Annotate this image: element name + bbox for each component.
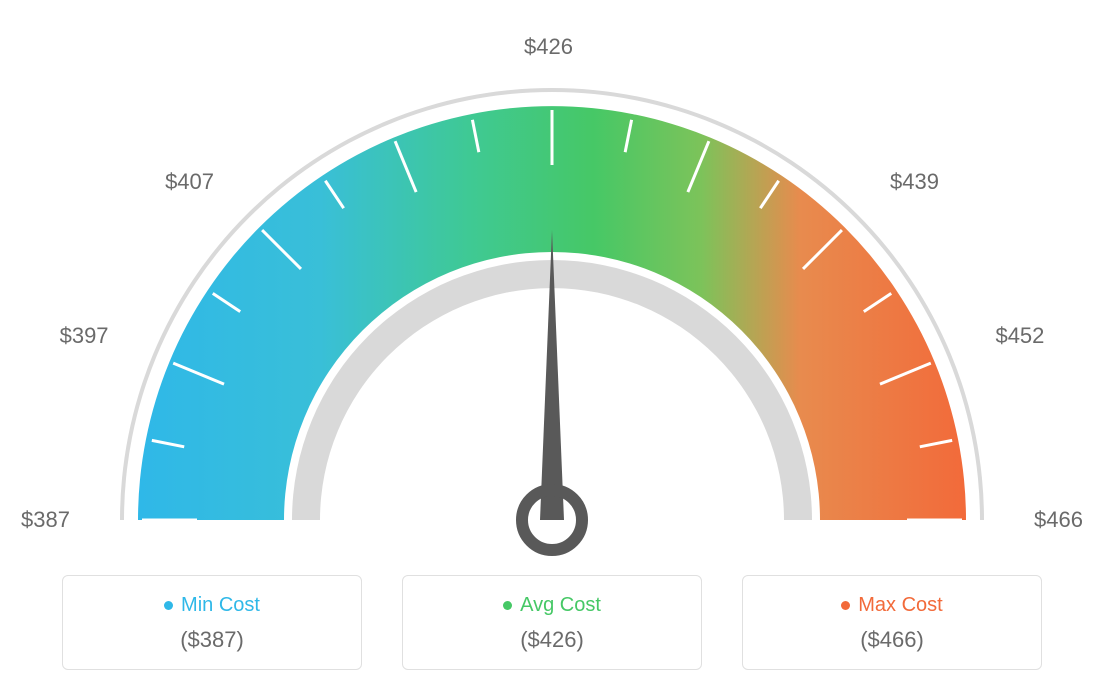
legend-card-max: Max Cost ($466): [742, 575, 1042, 670]
gauge-tick-label: $387: [21, 507, 70, 533]
legend-dot-max: [841, 601, 850, 610]
legend-card-avg: Avg Cost ($426): [402, 575, 702, 670]
legend-value-max: ($466): [743, 627, 1041, 653]
legend-dot-min: [164, 601, 173, 610]
legend-row: Min Cost ($387) Avg Cost ($426) Max Cost…: [62, 575, 1042, 670]
legend-title-avg: Avg Cost: [503, 594, 601, 617]
legend-title-min-text: Min Cost: [181, 594, 260, 617]
legend-value-avg: ($426): [403, 627, 701, 653]
gauge-tick-label: $397: [60, 323, 109, 349]
gauge-tick-label: $439: [890, 169, 939, 195]
legend-card-min: Min Cost ($387): [62, 575, 362, 670]
legend-value-min: ($387): [63, 627, 361, 653]
gauge-tick-label: $452: [995, 323, 1044, 349]
legend-title-max-text: Max Cost: [858, 594, 942, 617]
gauge-svg: [52, 0, 1052, 560]
legend-title-avg-text: Avg Cost: [520, 594, 601, 617]
cost-gauge-chart: $387$397$407$426$439$452$466: [52, 0, 1052, 560]
gauge-tick-label: $426: [524, 34, 573, 60]
gauge-tick-label: $407: [165, 169, 214, 195]
gauge-tick-label: $466: [1034, 507, 1083, 533]
legend-title-min: Min Cost: [164, 594, 260, 617]
legend-dot-avg: [503, 601, 512, 610]
legend-title-max: Max Cost: [841, 594, 942, 617]
